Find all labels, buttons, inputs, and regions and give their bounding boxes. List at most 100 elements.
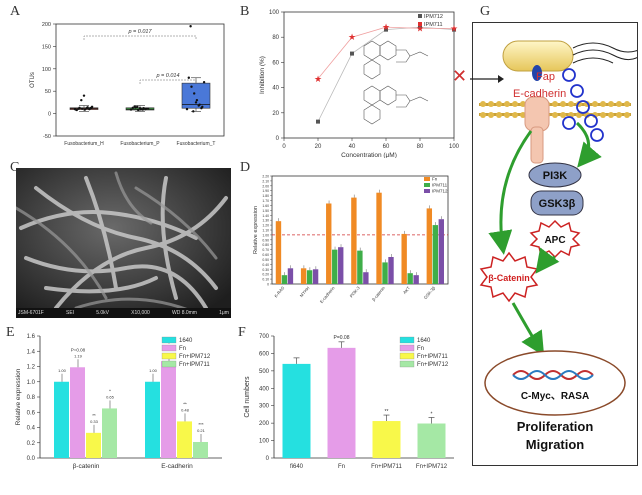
y-tick-label: 500: [259, 369, 270, 375]
data-point: [88, 107, 91, 111]
y-tick-label: 20: [272, 111, 279, 117]
y-tick-label: 1.80: [262, 194, 269, 198]
bar-Fn: [327, 347, 356, 458]
blue-ring-icons: [562, 68, 604, 142]
significance-label: *: [109, 388, 111, 393]
x-tick-label: PI3K-3: [349, 285, 361, 299]
structure-bond: [396, 94, 411, 108]
legend-marker: [418, 22, 422, 26]
bar-Fn: [70, 367, 85, 458]
data-point: [193, 92, 196, 95]
data-point: [85, 107, 88, 110]
x-tick-label: 20: [315, 144, 322, 150]
x-tick-label: 0: [282, 144, 286, 150]
significance-label: **: [183, 401, 187, 406]
sem-scale: 1μm: [219, 310, 229, 316]
chart-a-boxplot: -50 0 50 100 150 200 OTUs Fusobacterium_H Fusoba…: [30, 22, 225, 147]
x-tick-label: β-catenin: [73, 463, 100, 470]
legend-label: Fn+IPM712: [417, 362, 449, 368]
significance-label: *: [168, 341, 170, 346]
legend-label: IPM711: [432, 183, 448, 188]
data-point: [74, 108, 78, 111]
significance-label: **: [92, 413, 96, 418]
sem-image: [14, 168, 231, 318]
y-tick-label: 1.0: [27, 380, 36, 386]
e-cadherin-receptor-icon: [524, 96, 550, 132]
pathway-diagram: Fap E-cadherin PI3K GSK3β APC β-Catenin …: [472, 22, 642, 466]
legend-label: Fn+IPM711: [179, 362, 210, 368]
bar-fi640: [282, 363, 311, 458]
data-point: [90, 106, 93, 109]
data-label: 0.33: [90, 419, 99, 424]
chart-d-relative-expression: 00.100.200.300.400.500.600.700.800.901.0…: [253, 175, 449, 304]
pi3k-label: PI3K: [543, 170, 568, 182]
bar-Fn: [275, 221, 282, 284]
panel-letter-g: G: [480, 4, 491, 19]
significance-bracket: [139, 79, 197, 84]
y-tick-label: 200: [259, 421, 270, 427]
dna-helix-icon: [512, 370, 594, 380]
series-point-IPM711: ★: [348, 32, 356, 42]
panel-letter-e: E: [6, 325, 15, 340]
y-tick-label: 100: [269, 10, 280, 16]
y-tick-label: 0.30: [262, 268, 269, 272]
data-point: [83, 108, 87, 111]
legend-label: Fn: [179, 346, 186, 352]
significance-label: **: [385, 409, 389, 415]
legend-swatch: [424, 189, 430, 193]
y-tick-label: 0.8: [27, 395, 36, 401]
data-point: [190, 85, 193, 88]
legend-label: IPM711: [424, 22, 443, 28]
series-point-IPM711: ★: [416, 23, 424, 33]
beta-catenin-node: [479, 251, 539, 303]
data-point: [80, 98, 83, 102]
sem-micrograph-panel: JSM-6701F SEI 5.0kV X10,000 WD 8.0mm 1μm: [14, 168, 231, 318]
panel-letter-f: F: [238, 325, 246, 340]
significance-label: *: [431, 411, 433, 417]
bar-Fn+IPM711: [102, 408, 117, 458]
y-tick-label: 1.90: [262, 189, 269, 193]
y-tick-label: 1.40: [262, 214, 269, 218]
data-point: [77, 107, 80, 110]
bar-Fn+IPM711: [372, 421, 401, 458]
compound-structure-icon: [363, 85, 429, 125]
sem-working-distance: WD 8.0mm: [171, 310, 197, 316]
bar-Fn+IPM712: [86, 432, 101, 458]
y-tick-label: 0.2: [27, 441, 36, 447]
beta-catenin-label: β-Catenin: [488, 273, 530, 283]
y-tick-label: 1.30: [262, 219, 269, 223]
y-tick-label: 0.50: [262, 258, 269, 262]
sem-mode: SEI: [66, 310, 75, 316]
bar-IPM712: [413, 275, 419, 284]
bar-IPM712: [287, 268, 294, 284]
legend-swatch: [161, 344, 177, 352]
series-point-IPM711: ★: [382, 22, 390, 32]
nucleus-icon: [484, 350, 626, 416]
x-tick-label: fi640: [290, 464, 304, 470]
data-label: 0.48: [181, 407, 190, 412]
legend-label: 1640: [179, 338, 193, 344]
x-tick-label: Fn+IPM712: [416, 464, 448, 470]
chart-b-inhibition-curve: 0 20 40 60 80 100 0 20 40 60 80 100 Concentration (μ…: [259, 10, 460, 158]
x-tick-label: Fusobacterium_T: [177, 141, 216, 147]
data-point: [131, 106, 134, 109]
legend-marker: [418, 14, 422, 18]
y-tick-label: 0.70: [262, 248, 269, 252]
x-tick-label: MYHH: [299, 285, 311, 298]
x-tick-label: 80: [417, 144, 424, 150]
significance-label: P=0.08: [71, 347, 86, 352]
y-axis-label: Inhibition (%): [259, 56, 266, 94]
data-label: 0.65: [106, 394, 115, 399]
data-point: [138, 107, 142, 110]
y-tick-label: 0: [48, 112, 51, 118]
x-tick-label: Fn+IPM711: [371, 464, 402, 470]
y-axis-label: OTUs: [30, 72, 36, 88]
y-tick-label: 0: [267, 283, 269, 287]
data-label: 1.00: [58, 368, 67, 373]
data-point: [197, 104, 200, 107]
bar-Fn+IPM712: [417, 423, 446, 458]
fap-adhesin-icon: [532, 65, 542, 81]
x-tick-label: E-cadherin: [161, 463, 193, 470]
legend-swatch: [399, 360, 415, 368]
y-tick-label: 0.20: [262, 273, 269, 277]
